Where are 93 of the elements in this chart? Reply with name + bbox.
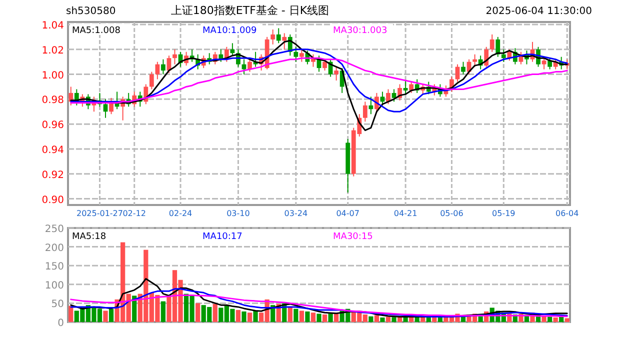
text: MA10:1.009	[202, 26, 257, 36]
x-tick-label: 2025-01-27	[76, 209, 123, 218]
y-tick-label: 0.98	[42, 95, 64, 106]
text: MA30:1.003	[333, 26, 388, 36]
bar	[478, 316, 483, 322]
y-tick-label: 200	[44, 242, 64, 254]
bar	[103, 310, 108, 322]
x-tick-label: 05-06	[440, 209, 464, 218]
bar	[322, 314, 328, 322]
candlestick	[299, 48, 304, 62]
candlestick	[242, 58, 246, 75]
candlestick	[368, 96, 374, 115]
y-tick-label: 0.92	[42, 170, 64, 181]
bar	[386, 316, 391, 322]
candlestick	[380, 91, 385, 106]
y-tick-label: 1.02	[42, 45, 64, 56]
text: sh530580	[66, 6, 116, 17]
bar	[334, 314, 339, 322]
bar	[160, 301, 166, 322]
candlestick	[501, 48, 506, 62]
x-tick-label: 03-24	[284, 209, 308, 218]
bar	[310, 312, 316, 322]
candlestick	[149, 71, 154, 90]
x-tick-label: 02-24	[168, 209, 192, 218]
bar	[247, 312, 252, 322]
bar	[542, 316, 546, 322]
candlestick	[270, 28, 276, 45]
y-tick-label: 1.00	[42, 70, 64, 82]
bar	[108, 308, 114, 322]
candlestick	[294, 46, 298, 62]
text: MA30:15	[333, 232, 373, 242]
x-tick-label: 03-10	[226, 209, 250, 218]
text: MA5:1.008	[72, 26, 121, 36]
bar	[196, 303, 200, 322]
y-tick-label: 50	[51, 299, 64, 310]
bar	[426, 317, 431, 322]
bar	[212, 304, 218, 322]
candlestick	[461, 61, 466, 75]
candlestick	[362, 101, 368, 122]
candlestick	[334, 66, 339, 82]
candlestick	[542, 56, 546, 70]
candlestick	[155, 61, 160, 80]
candlestick	[282, 32, 287, 50]
bar	[414, 317, 420, 322]
candlestick	[496, 36, 500, 58]
bar	[294, 308, 298, 322]
candlestick	[455, 64, 460, 82]
bar	[288, 306, 292, 322]
bar	[380, 317, 385, 322]
candlestick	[276, 28, 281, 44]
bar	[299, 310, 304, 322]
candlestick	[172, 48, 177, 65]
y-tick-label: 0.90	[42, 194, 64, 206]
bar	[68, 306, 74, 322]
y-tick-label: 0.96	[42, 120, 64, 132]
y-tick-label: 0	[58, 318, 64, 329]
bar	[305, 311, 310, 322]
x-tick-label: 05-19	[492, 209, 516, 218]
bar	[564, 318, 570, 322]
candlestick	[386, 88, 390, 105]
bar	[132, 296, 137, 322]
y-tick-label: 250	[44, 224, 64, 235]
y-tick-label: 150	[44, 262, 64, 273]
candlestick	[490, 34, 494, 52]
line-series	[70, 294, 568, 318]
text: MA10:17	[202, 232, 242, 242]
bar	[392, 317, 396, 322]
candlestick	[248, 58, 252, 72]
bar	[236, 310, 241, 322]
text: 2025-06-04 11:30:00	[486, 6, 592, 17]
text: MA5:18	[72, 232, 106, 242]
y-tick-label: 100	[44, 280, 64, 292]
candlestick	[103, 98, 108, 118]
y-tick-label: 1.04	[42, 20, 64, 32]
line-series	[70, 288, 568, 318]
y-tick-label: 0.94	[42, 144, 64, 156]
bar	[253, 310, 258, 322]
candlestick	[161, 58, 166, 75]
bar	[547, 316, 552, 322]
x-tick-label: 04-07	[336, 209, 360, 218]
candlestick	[548, 58, 552, 70]
bar	[368, 316, 374, 322]
bar	[374, 315, 380, 322]
bar	[316, 314, 322, 322]
x-tick-label: 02-12	[122, 209, 146, 218]
x-tick-label: 06-04	[555, 209, 579, 218]
x-tick-label: 04-21	[394, 209, 418, 218]
candlestick	[472, 54, 477, 68]
candlestick	[409, 81, 414, 94]
bar	[553, 317, 558, 322]
bar	[242, 311, 246, 322]
candlestick	[403, 80, 408, 95]
chart-title: 上证180指数ETF基金 - 日K线图	[170, 4, 330, 17]
